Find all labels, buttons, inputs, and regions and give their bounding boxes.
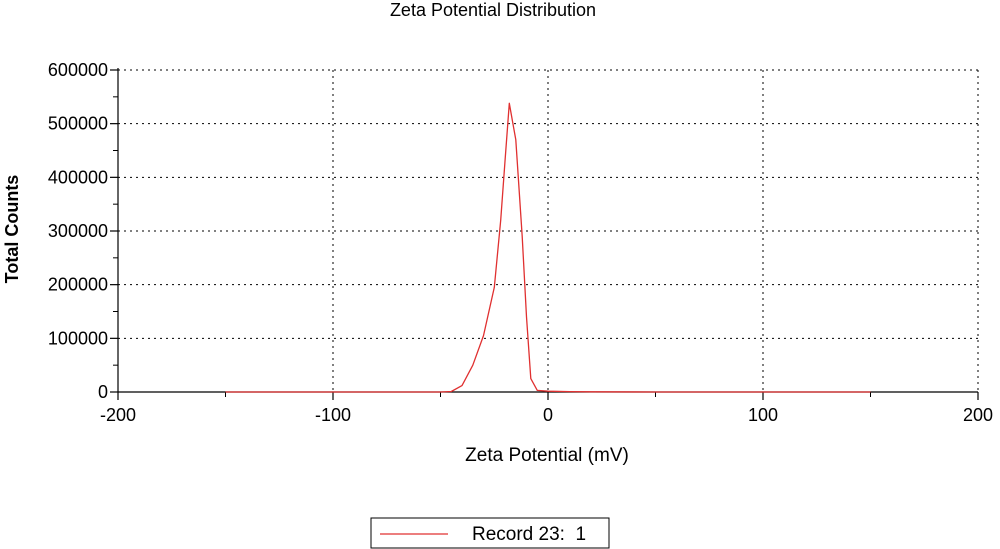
axes bbox=[110, 68, 979, 400]
y-tick-label: 200000 bbox=[48, 275, 108, 295]
data-series bbox=[225, 102, 871, 393]
legend-label: Record 23: 1 bbox=[472, 524, 586, 545]
legend: Record 23: 1 bbox=[370, 517, 610, 549]
chart-title: Zeta Potential Distribution bbox=[390, 0, 596, 20]
y-tick-label: 500000 bbox=[48, 114, 108, 134]
y-tick-label: 100000 bbox=[48, 328, 108, 348]
x-tick-label: 0 bbox=[543, 405, 553, 425]
x-tick-label: 200 bbox=[963, 405, 993, 425]
x-axis-label: Zeta Potential (mV) bbox=[465, 445, 629, 466]
y-tick-label: 400000 bbox=[48, 167, 108, 187]
grid-lines bbox=[118, 69, 979, 392]
x-tick-label: 100 bbox=[748, 405, 778, 425]
y-axis-label: Total Counts bbox=[2, 175, 22, 284]
x-tick-label: -100 bbox=[315, 405, 351, 425]
y-tick-label: 600000 bbox=[48, 60, 108, 80]
series-line bbox=[225, 102, 871, 393]
y-tick-label: 0 bbox=[98, 382, 108, 402]
y-tick-label: 300000 bbox=[48, 221, 108, 241]
legend-box bbox=[370, 517, 610, 549]
x-tick-label: -200 bbox=[100, 405, 136, 425]
tick-labels: 0 100000 200000 300000 400000 500000 600000 -20… bbox=[48, 60, 993, 425]
